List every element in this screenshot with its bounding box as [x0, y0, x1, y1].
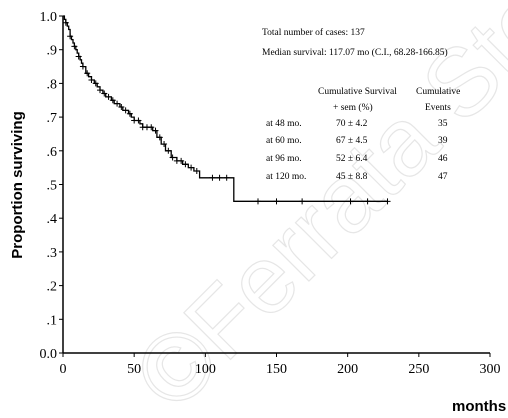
y-tick-label: 1.0: [40, 10, 58, 25]
censor-mark: [75, 53, 82, 60]
y-tick-label: .7: [47, 111, 58, 126]
table-header-cumulative: Cumulative: [416, 87, 460, 97]
y-tick-label: .5: [47, 179, 58, 194]
censor-mark: [193, 168, 200, 175]
x-axis-title: months: [452, 398, 506, 415]
table-row-3-events: 47: [438, 172, 448, 182]
table-row-1-label: at 60 mo.: [266, 136, 302, 146]
table-header-sem: + sem (%): [333, 102, 373, 113]
table-row-2-events: 46: [438, 154, 448, 164]
watermark-text: ©Ferrata Storti: [114, 0, 508, 418]
table-header-survival: Cumulative Survival: [318, 87, 397, 97]
censor-mark: [178, 157, 185, 164]
censor-mark: [114, 100, 121, 107]
y-axis-title: Proportion surviving: [9, 111, 26, 259]
table-row-1-survival: 67 ± 4.5: [336, 136, 368, 146]
censor-mark: [364, 198, 371, 205]
x-tick-label: 100: [195, 362, 216, 377]
table-header-events: Events: [425, 103, 451, 113]
table-row-2-label: at 96 mo.: [266, 154, 302, 164]
y-tick-label: .6: [47, 145, 58, 160]
y-tick-label: .2: [47, 280, 58, 295]
table-row-3-label: at 120 mo.: [266, 172, 306, 182]
censor-mark: [169, 154, 176, 161]
censor-mark: [273, 198, 280, 205]
censor-mark: [62, 19, 69, 26]
y-tick-label: .8: [47, 77, 58, 92]
y-axis-ticks: 0.0 .1 .2 .3 .4 .5 .6 .7 .8 .9 1.0: [40, 10, 63, 362]
censor-mark: [152, 127, 159, 134]
censor-mark: [126, 110, 133, 117]
x-tick-label: 0: [60, 362, 67, 377]
censor-mark: [384, 198, 391, 205]
x-axis-ticks: 0 50 100 150 200 250 300: [60, 353, 501, 377]
censor-mark: [92, 80, 99, 87]
censor-mark: [209, 174, 216, 181]
x-tick-label: 250: [408, 362, 429, 377]
y-tick-label: .3: [47, 246, 58, 261]
censor-mark: [71, 43, 78, 50]
y-tick-label: .9: [47, 44, 58, 59]
censor-mark: [88, 77, 95, 84]
censor-mark: [165, 147, 172, 154]
censor-mark: [254, 198, 261, 205]
censor-mark: [188, 164, 195, 171]
x-tick-label: 150: [266, 362, 287, 377]
table-row-0-label: at 48 mo.: [266, 119, 302, 129]
censor-mark: [67, 33, 74, 40]
x-tick-label: 50: [127, 362, 141, 377]
censor-mark: [161, 141, 168, 148]
censor-mark: [223, 174, 230, 181]
censor-mark: [101, 90, 108, 97]
censor-mark: [109, 97, 116, 104]
censor-mark: [118, 103, 125, 110]
censor-mark: [347, 198, 354, 205]
y-tick-label: .4: [47, 212, 58, 227]
total-cases-text: Total number of cases: 137: [262, 27, 365, 38]
censor-mark: [122, 107, 129, 114]
censor-mark: [299, 198, 306, 205]
table-row-3-survival: 45 ± 8.8: [336, 172, 368, 182]
table-row-0-survival: 70 ± 4.2: [336, 119, 368, 129]
x-tick-label: 300: [480, 362, 501, 377]
censor-mark: [84, 70, 91, 77]
censor-mark: [182, 161, 189, 168]
censor-mark: [216, 174, 223, 181]
censor-mark: [105, 93, 112, 100]
censor-mark: [148, 124, 155, 131]
y-tick-label: .1: [47, 313, 58, 328]
censor-marks: [62, 19, 391, 205]
censor-mark: [156, 134, 163, 141]
table-row-2-survival: 52 ± 6.4: [336, 154, 368, 164]
table-row-0-events: 35: [438, 119, 448, 129]
y-tick-label: 0.0: [40, 347, 58, 362]
censor-mark: [97, 87, 104, 94]
censor-mark: [135, 117, 142, 124]
x-tick-label: 200: [337, 362, 358, 377]
median-survival-text: Median survival: 117.07 mo (C.I., 68.28-…: [262, 47, 448, 58]
table-row-1-events: 39: [438, 136, 448, 146]
censor-mark: [79, 63, 86, 70]
